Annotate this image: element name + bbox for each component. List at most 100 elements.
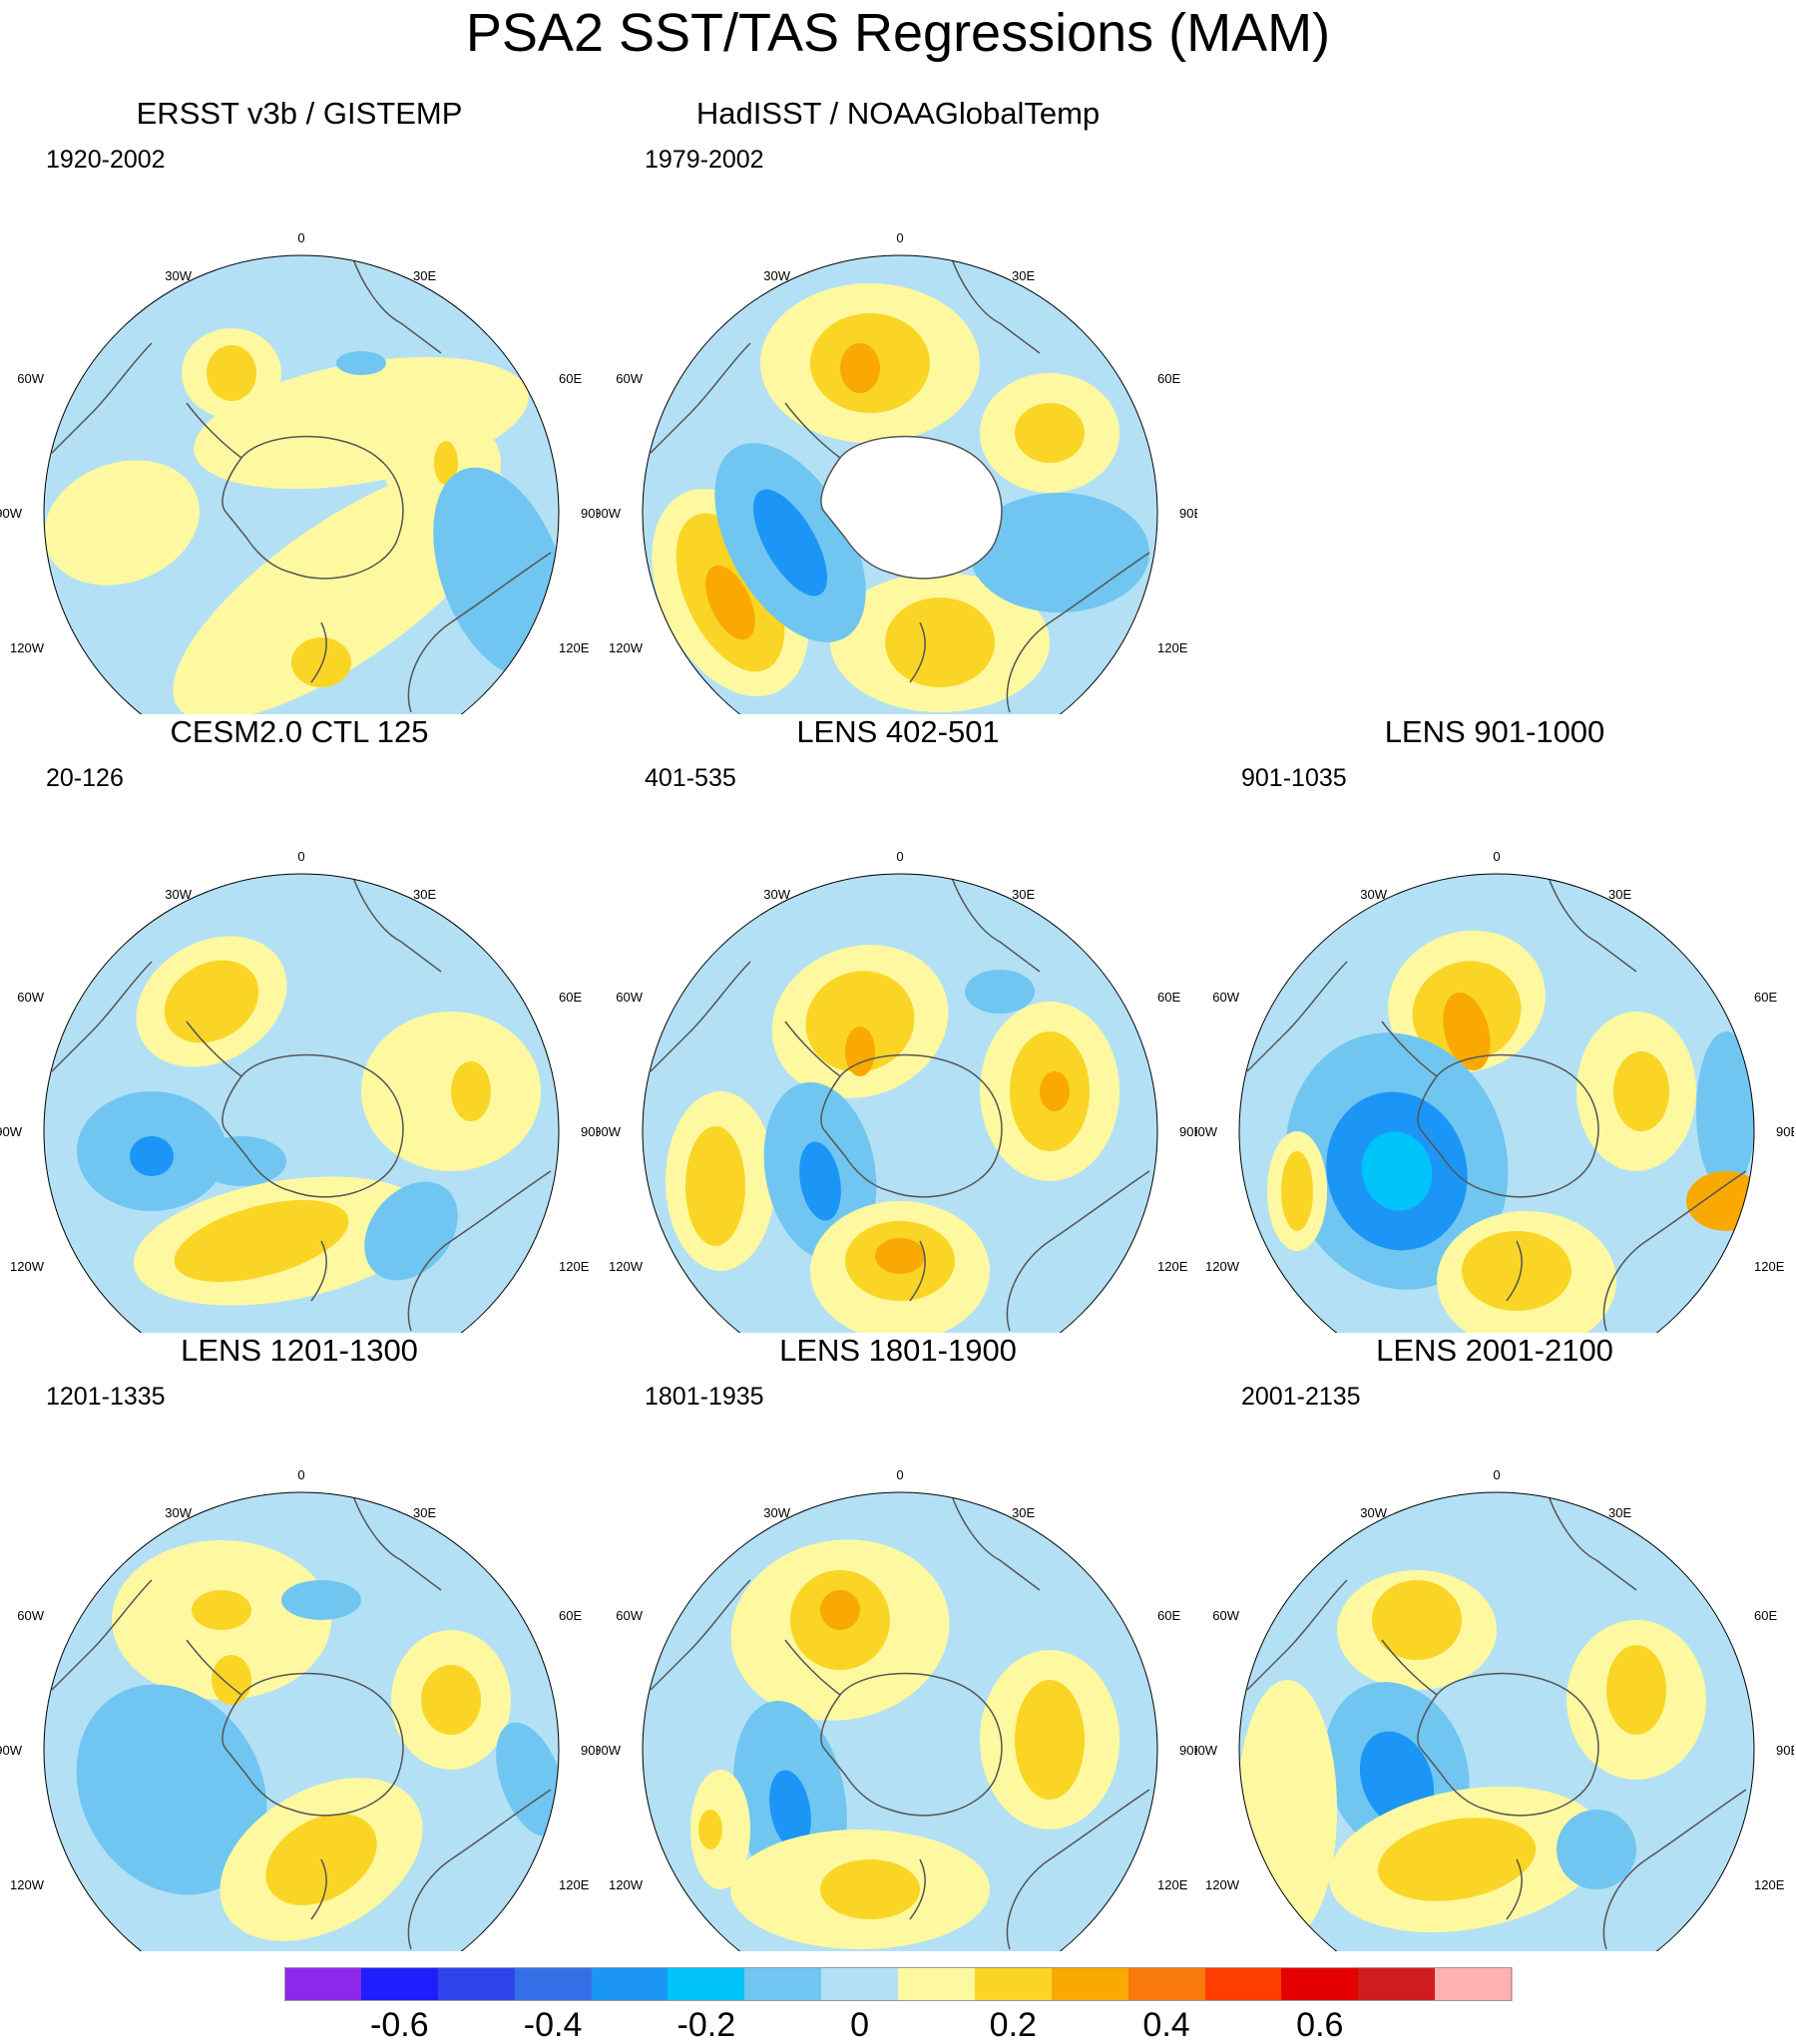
longitude-label: 90E [1776, 1743, 1794, 1758]
anomaly-region [197, 1136, 286, 1186]
south-america-coastline [51, 961, 153, 1072]
map-panel: LENS 1201-1300 1201-1335 0 30W 30E 60W 60E 90W 9… [0, 1333, 599, 1951]
longitude-label: 30E [1012, 887, 1035, 902]
longitude-label: 0 [1493, 1467, 1500, 1482]
colorbar-swatch [1281, 1967, 1359, 2001]
panel-period: 2001-2135 [1241, 1383, 1361, 1411]
anomaly-region [1372, 1580, 1462, 1660]
anomaly-region [1686, 1171, 1754, 1231]
map-panel: LENS 901-1000 901-1035 0 30W 30E 60W 60E 90W 90E… [1195, 714, 1794, 1333]
longitude-label: 60W [1212, 1608, 1239, 1623]
map-panel: LENS 1801-1900 1801-1935 0 30W 30E 60W 60E 90W 9… [599, 1333, 1197, 1951]
longitude-label: 0 [297, 849, 304, 864]
colorbar-swatch [821, 1967, 899, 2001]
longitude-label: 60E [1157, 990, 1180, 1005]
longitude-label: 120W [609, 1877, 644, 1892]
map-border [1238, 1491, 1755, 1951]
anomaly-region [1443, 992, 1491, 1071]
map-panel: LENS 2001-2100 2001-2135 0 30W 30E 60W 60E 90W 9… [1195, 1333, 1794, 1951]
anomaly-region [799, 1141, 841, 1221]
longitude-label: 60W [17, 1608, 44, 1623]
africa-coastline [1546, 874, 1637, 973]
longitude-label: 60W [616, 371, 643, 386]
colorbar-tick-label: 0.4 [1142, 2006, 1190, 2044]
polar-map: 030W30E60W60E90W90E120W120E150W150E180 [0, 230, 599, 714]
map-panel: CESM2.0 CTL 125 20-126 0 30W 30E 60W 60E 90W 90E… [0, 714, 599, 1333]
longitude-label: 120W [1205, 1877, 1240, 1892]
anomaly-region [805, 971, 915, 1072]
map-border [43, 254, 560, 714]
anomaly-region [451, 1061, 491, 1121]
colorbar-tick-label: -0.6 [370, 2006, 429, 2044]
map-panel: HadISST / NOAAGlobalTemp 1979-2002 0 30W 30E… [599, 96, 1197, 714]
colorbar-swatch [1051, 1967, 1129, 2001]
longitude-label: 60E [559, 1608, 582, 1623]
africa-coastline [350, 1492, 442, 1591]
longitude-label: 120E [1157, 1259, 1188, 1274]
antarctica-coastline [820, 1672, 1003, 1817]
australia-coastline [1006, 1170, 1150, 1332]
anomaly-region [1281, 1151, 1313, 1231]
peninsula-coastline [186, 1021, 242, 1077]
map-border [43, 873, 560, 1333]
anomaly-region [421, 1665, 481, 1735]
colorbar-swatch [668, 1967, 745, 2001]
longitude-label: 90W [0, 506, 23, 521]
longitude-label: 90W [0, 1124, 23, 1139]
longitude-label: 90E [581, 506, 599, 521]
colorbar-swatch [514, 1967, 592, 2001]
anomaly-region [1462, 1231, 1572, 1311]
south-america-coastline [650, 961, 751, 1072]
anomaly-region [753, 489, 827, 597]
antarctica-coastline [222, 1053, 404, 1198]
peninsula-coastline [1381, 1639, 1438, 1696]
map-panel: ERSST v3b / GISTEMP 1920-2002 0 30W 30E 60W 60… [0, 96, 599, 714]
antarctica-coastline [222, 1672, 404, 1817]
panel-title: LENS 1201-1300 [181, 1333, 418, 1368]
polar-map: 030W30E60W60E90W90E120W120E150W150E180 [1195, 849, 1794, 1333]
longitude-label: 90W [599, 506, 622, 521]
longitude-label: 0 [896, 1467, 903, 1482]
south-america-coastline [51, 342, 153, 454]
longitude-label: 60W [1212, 990, 1239, 1005]
longitude-label: 0 [1493, 849, 1500, 864]
map-border [642, 254, 1158, 714]
longitude-label: 90W [1195, 1124, 1218, 1139]
anomaly-region [685, 1126, 745, 1246]
colorbar: -0.6 -0.4 -0.2 0 0.2 0.4 0.6 [284, 1967, 1513, 2043]
peninsula-coastline [784, 1021, 841, 1077]
longitude-label: 120W [10, 1877, 45, 1892]
longitude-label: 90E [581, 1743, 599, 1758]
anomaly-region [1557, 1810, 1636, 1889]
anomaly-region [1015, 1680, 1085, 1800]
anomaly-region [336, 351, 386, 375]
colorbar-swatch [1204, 1967, 1282, 2001]
longitude-label: 30W [763, 268, 790, 283]
panel-title: LENS 1801-1900 [779, 1333, 1017, 1368]
anomaly-region [291, 637, 351, 687]
longitude-label: 60E [1754, 990, 1777, 1005]
longitude-label: 90E [1179, 1743, 1197, 1758]
africa-coastline [1546, 1492, 1637, 1591]
polar-map: 030W30E60W60E90W90E120W120E150W150E180 [1195, 1467, 1794, 1951]
australia-coastline [1602, 1170, 1747, 1332]
panel-title: ERSST v3b / GISTEMP [136, 96, 463, 131]
longitude-label: 30E [413, 268, 436, 283]
anomaly-region [845, 1026, 875, 1076]
anomaly-region [1377, 1818, 1537, 1901]
colorbar-outline [284, 1967, 1512, 2001]
longitude-label: 90E [581, 1124, 599, 1139]
panel-period: 1920-2002 [46, 146, 166, 174]
longitude-label: 120E [1157, 1877, 1188, 1892]
new-zealand-coastline [310, 621, 327, 683]
new-zealand-coastline [909, 1240, 926, 1302]
new-zealand-coastline [909, 1858, 926, 1920]
longitude-label: 30W [763, 887, 790, 902]
longitude-label: 120E [559, 1259, 590, 1274]
longitude-label: 60E [559, 990, 582, 1005]
anomaly-region [1361, 1131, 1433, 1211]
longitude-label: 90W [1195, 1743, 1218, 1758]
longitude-label: 0 [297, 230, 304, 245]
south-america-coastline [51, 1579, 153, 1691]
colorbar-swatch [1358, 1967, 1436, 2001]
